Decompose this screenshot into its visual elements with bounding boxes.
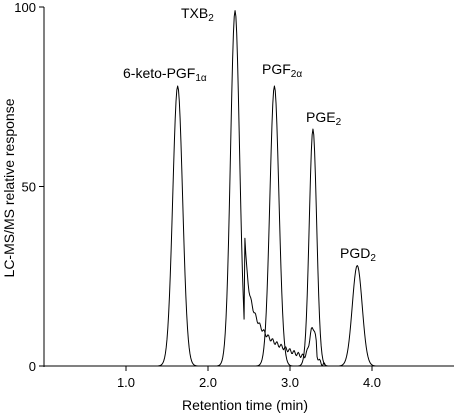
series-line (44, 128, 454, 367)
x-axis-title: Retention time (min) (182, 397, 308, 413)
series-line (44, 85, 454, 367)
y-tick-label: 100 (14, 0, 36, 15)
peak-label: PGE2 (306, 109, 342, 128)
traces (44, 10, 454, 367)
x-tick-label: 1.0 (117, 375, 135, 390)
peak-label-subscript: 1α (195, 73, 207, 84)
axes: 1.0 2.0 3.0 4.0 0 50 100 (14, 0, 454, 390)
x-tick-label: 2.0 (199, 375, 217, 390)
peak-label-base: PGF (262, 61, 291, 77)
series-line (44, 85, 454, 367)
peak-label: TXB2 (181, 5, 214, 24)
peak-label-base: PGD (340, 245, 370, 261)
peak-label-base: PGE (306, 109, 336, 125)
peak-label-subscript: 2α (291, 69, 303, 80)
peak-label-base: 6-keto-PGF (123, 65, 195, 81)
x-tick-label: 3.0 (281, 375, 299, 390)
peak-label-subscript: 2 (336, 117, 342, 128)
peak-label-base: TXB (181, 5, 208, 21)
peak-label: 6-keto-PGF1α (123, 65, 207, 84)
y-axis-title: LC-MS/MS relative response (1, 98, 17, 277)
series-line (44, 10, 454, 367)
peak-label: PGF2α (262, 61, 302, 80)
peak-label-subscript: 2 (208, 13, 214, 24)
peak-label: PGD2 (340, 245, 376, 264)
y-tick-label: 0 (29, 359, 36, 374)
peak-label-subscript: 2 (370, 253, 376, 264)
x-tick-label: 4.0 (363, 375, 381, 390)
y-tick-label: 50 (22, 180, 36, 195)
series-line (44, 264, 454, 367)
